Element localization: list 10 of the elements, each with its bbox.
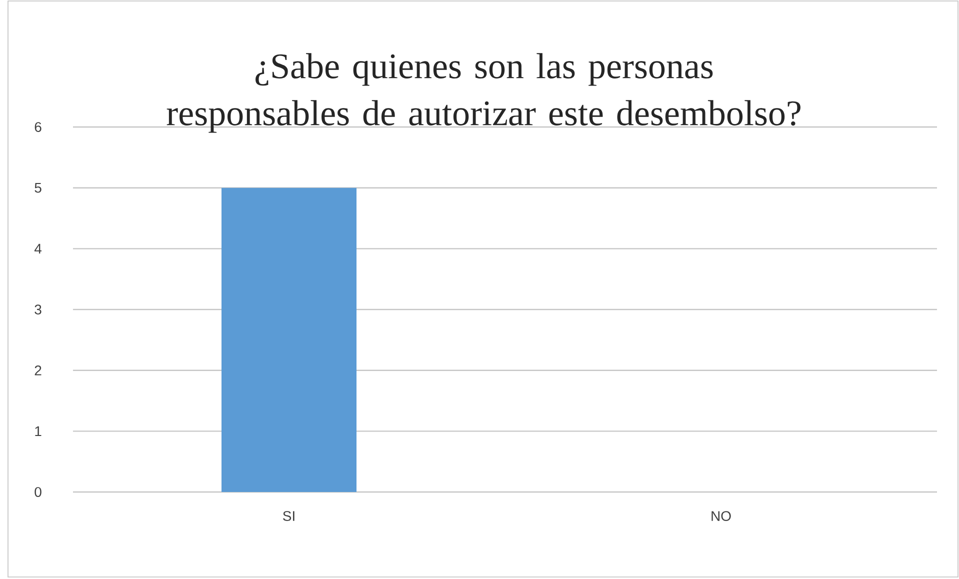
x-tick-label: SI (283, 511, 294, 521)
y-tick-label: 1 (35, 426, 42, 436)
y-tick-label: 4 (34, 244, 42, 254)
y-tick-label: 3 (34, 304, 42, 314)
x-tick-label: NO (712, 511, 731, 521)
y-tick-label: 5 (34, 182, 42, 193)
y-tick-label: 0 (34, 487, 42, 497)
chart-title: ¿Sabe quienes son las personas responsables de autorizar este desembolso? (166, 53, 800, 133)
y-tick-label: 2 (34, 365, 42, 376)
y-tick-label: 6 (34, 122, 42, 132)
